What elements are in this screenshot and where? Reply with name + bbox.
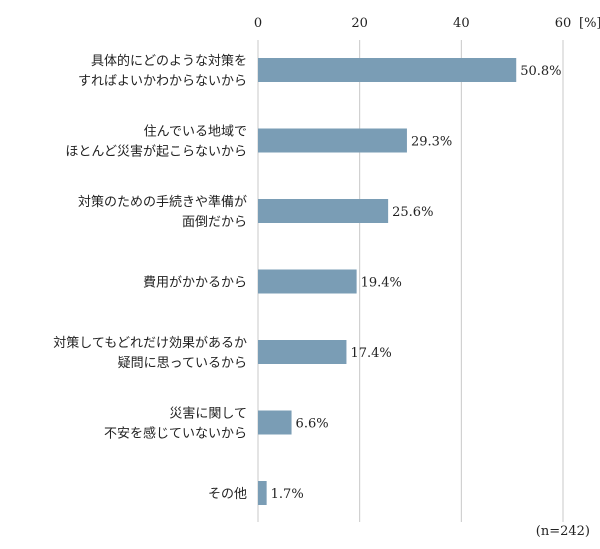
bar [258, 340, 347, 364]
bars [258, 58, 517, 505]
value-label: 6.6% [296, 417, 329, 432]
value-label: 50.8% [520, 64, 561, 79]
x-tick-label: 0 [254, 16, 262, 31]
value-label: 19.4% [361, 276, 402, 291]
bar [258, 58, 517, 82]
category-label: 費用がかかるから [143, 276, 247, 291]
bar [258, 410, 292, 435]
category-label: 住んでいる地域でほとんど災害が起こらないから [65, 125, 247, 160]
category-labels: 具体的にどのような対策をすればよいかわからないから住んでいる地域でほとんど災害が… [53, 53, 247, 502]
category-label: 対策のための手続きや準備が面倒だから [78, 194, 247, 230]
x-tick-label: 40 [453, 16, 470, 31]
category-label: 災害に関して不安を感じていないから [104, 406, 247, 442]
x-axis-unit: [%] [579, 16, 600, 31]
category-label: その他 [208, 487, 247, 502]
value-labels: 50.8% 29.3% 25.6% 19.4% 17.4% 6.6% 1.7% [271, 64, 562, 502]
value-label: 29.3% [411, 135, 452, 150]
x-tick-label: 20 [351, 16, 368, 31]
value-label: 17.4% [350, 346, 391, 361]
x-tick-label: 60 [555, 16, 572, 31]
bar [258, 199, 389, 223]
bar [258, 128, 407, 153]
sample-size-note: (n=242) [535, 524, 590, 539]
value-label: 25.6% [392, 205, 433, 220]
x-axis-ticks: 0 20 40 60 [254, 16, 571, 31]
bar [258, 269, 357, 294]
value-label: 1.7% [271, 487, 304, 502]
bar [258, 481, 267, 505]
category-label: 対策してもどれだけ効果があるか疑問に思っているから [53, 335, 247, 371]
category-label: 具体的にどのような対策をすればよいかわからないから [78, 53, 247, 89]
